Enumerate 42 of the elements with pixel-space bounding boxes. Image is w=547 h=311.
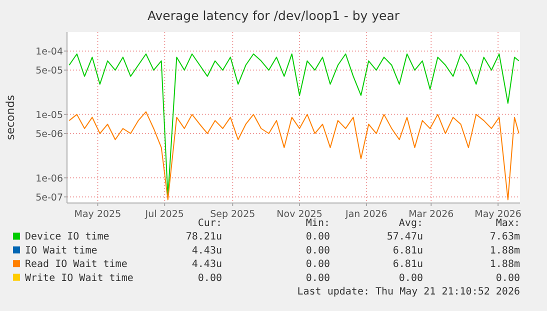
x-tick-label: Sep 2025 (210, 209, 256, 220)
text: 0.00 (306, 232, 330, 243)
legend-label: Read IO Wait time (25, 259, 128, 270)
y-tick-label: 5e-05 (36, 66, 63, 77)
line-series (68, 53, 520, 198)
x-tick-label: Mar 2026 (408, 209, 454, 220)
y-tick-label: 1e-04 (36, 46, 63, 58)
text: Min: (306, 218, 330, 229)
text: 4.43u (192, 259, 222, 270)
y-tick-label: 1e-05 (36, 110, 63, 121)
line-series (68, 111, 520, 200)
text: Last update: Thu May 21 21:10:52 2026 (297, 286, 520, 298)
text: 1.88m (490, 245, 520, 256)
text: 0.00 (496, 272, 520, 284)
text: Max: (496, 218, 520, 229)
y-tick-label: 1e-06 (36, 173, 63, 184)
text: 6.81u (392, 245, 423, 256)
y-tick-label: 5e-07 (36, 192, 63, 204)
x-tick-label: Jul 2025 (144, 209, 184, 220)
chart-title: Average latency for /dev/loop1 - by year (147, 8, 400, 23)
text: 7.63m (490, 232, 520, 243)
text: Avg: (398, 218, 423, 229)
text: 6.81u (392, 259, 423, 270)
y-axis-title: seconds (4, 94, 17, 140)
legend-label: IO Wait time (25, 245, 98, 256)
text: 57.47u (386, 232, 423, 243)
text: 0.00 (306, 272, 330, 284)
x-tick-label: May 2026 (474, 209, 522, 220)
text: 0.00 (306, 245, 330, 256)
x-tick-label: Nov 2025 (276, 209, 322, 220)
text: Cur: (198, 218, 222, 229)
legend-label: Device IO time (25, 232, 110, 243)
text: 4.43u (192, 245, 222, 256)
text: 78.21u (186, 232, 222, 243)
text: 0.00 (306, 259, 330, 270)
y-tick-label: 5e-06 (36, 129, 63, 140)
x-tick-label: Jan 2026 (344, 209, 388, 220)
legend-label: Write IO Wait time (25, 272, 134, 284)
text: 1.88m (490, 259, 520, 270)
x-tick-label: May 2025 (74, 209, 122, 220)
text: 0.00 (198, 272, 222, 284)
text: 0.00 (398, 272, 423, 284)
